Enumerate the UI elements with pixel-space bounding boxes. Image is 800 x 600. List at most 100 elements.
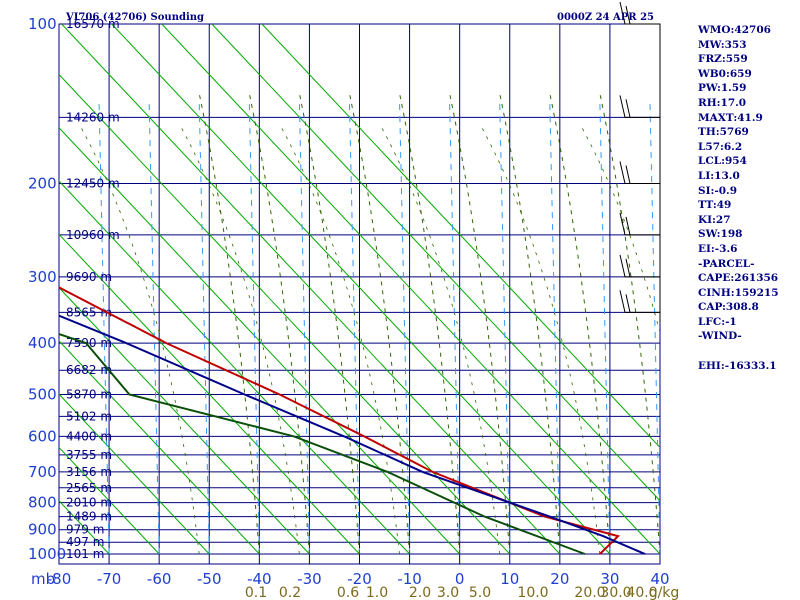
isotherm-line — [59, 180, 410, 555]
dry-adiabat-curve — [78, 123, 200, 555]
temp-tick-label: 20 — [550, 570, 569, 588]
dry-adiabat-curve — [579, 123, 660, 335]
stat-line: RH:17.0 — [698, 96, 747, 109]
stat-line: CAP:308.8 — [698, 301, 759, 314]
mixing-ratio-label: 3.0 — [437, 585, 459, 600]
pressure-unit-label: mb — [31, 570, 55, 588]
stat-line: TT:49 — [698, 199, 732, 212]
height-label: 5102 m — [66, 409, 112, 423]
mixing-ratio-label: 0.2 — [279, 585, 301, 600]
temp-tick-label: -70 — [97, 570, 122, 588]
height-label: 2565 m — [66, 481, 112, 495]
mixing-ratio-line — [649, 103, 660, 555]
stat-line: LI:13.0 — [698, 169, 740, 182]
height-label: 3755 m — [66, 448, 112, 462]
height-label: 9690 m — [66, 270, 112, 284]
height-label: 5870 m — [66, 387, 112, 401]
dry-adiabat-curve — [178, 123, 300, 555]
height-label: 4400 m — [66, 429, 112, 443]
temp-tick-label: -30 — [297, 570, 322, 588]
stat-line: SW:198 — [698, 228, 743, 241]
isotherm-line — [59, 127, 461, 555]
pressure-tick-label: 700 — [28, 463, 57, 481]
height-label: 3156 m — [66, 465, 112, 479]
stat-line: SI:-0.9 — [698, 184, 737, 197]
temperature-tick-labels: -80 -70 -60 -50 -40 -30 -20 -10 0 10 20 30 40 — [47, 570, 670, 588]
stat-line — [698, 344, 800, 359]
isotherm-line — [261, 24, 660, 449]
temp-tick-label: 40 — [650, 570, 669, 588]
stat-line: LFC:-1 — [698, 315, 737, 328]
isotherm-line — [59, 73, 511, 555]
mixing-ratio-label: 20.0 — [574, 585, 605, 600]
moist-adiabat — [549, 93, 611, 555]
height-label: 12450 m — [66, 177, 120, 191]
stat-line: EI:-3.6 — [698, 242, 738, 255]
wind-barb-feather — [625, 5, 631, 25]
temp-tick-label: 0 — [455, 570, 465, 588]
stat-line: MAXT:41.9 — [698, 111, 763, 124]
height-label: 2010 m — [66, 496, 112, 510]
mixing-ratio-lines — [98, 103, 660, 555]
pressure-tick-label: 400 — [28, 334, 57, 352]
mixing-ratio-line — [198, 103, 210, 555]
dry-adiabat-curve — [279, 123, 400, 555]
pressure-tick-label: 600 — [28, 427, 57, 445]
isotherm-line — [0, 24, 9, 554]
moist-adiabat — [599, 93, 660, 555]
mixing-ratio-label: 5.0 — [469, 585, 491, 600]
wind-barb-feather — [625, 294, 631, 313]
dry-adiabat-curve — [479, 123, 601, 555]
wind-barb-feather — [619, 254, 626, 277]
height-label: 6682 m — [66, 363, 112, 377]
temp-tick-label: -60 — [147, 570, 172, 588]
wind-barb-feather — [625, 165, 631, 184]
dry-adiabat-curve — [379, 123, 501, 555]
height-label: 16570 m — [66, 17, 120, 31]
temperature-gridlines — [58, 24, 661, 564]
wind-barb-feather — [619, 1, 626, 25]
mixing-ratio-line — [549, 103, 561, 555]
temp-tick-label: -50 — [197, 570, 222, 588]
pressure-tick-label: 100 — [28, 15, 57, 33]
moist-adiabat — [248, 93, 310, 555]
moist-adiabat — [399, 93, 461, 555]
mixing-ratio-line — [449, 103, 461, 555]
wind-barb-feather — [625, 216, 631, 236]
stat-line: MW:353 — [698, 38, 747, 51]
isotherm-line — [61, 24, 561, 555]
isotherm-line — [161, 24, 660, 555]
mixing-ratio-labels: 0.1 0.2 0.6 1.0 2.0 3.0 5.0 10.0 20.030.040.0g/k… — [245, 585, 679, 600]
wind-barb-feather — [619, 212, 626, 236]
mixing-ratio-label: 30.0 — [600, 585, 631, 600]
mixing-ratio-line — [248, 103, 260, 555]
isotherm-line — [59, 393, 210, 555]
wind-barb-feather — [625, 258, 631, 277]
pressure-tick-label: 1000 — [28, 545, 66, 563]
mixing-ratio-line — [98, 103, 110, 555]
profile-lines — [59, 286, 646, 555]
mixing-ratio-line — [599, 103, 611, 555]
height-label: 979 m — [66, 523, 104, 537]
stat-line: L57:6.2 — [698, 140, 743, 153]
stat-line: LCL:954 — [698, 155, 747, 168]
moist-adiabat — [299, 93, 360, 555]
pressure-tick-label: 900 — [28, 521, 57, 539]
wind-barb-feather — [619, 161, 626, 184]
mixing-ratio-line — [499, 103, 511, 555]
mixing-ratio-label: 0.6 — [337, 585, 359, 600]
mixing-ratio-label: 1.0 — [366, 585, 388, 600]
height-label: 497 m — [66, 535, 104, 549]
temp-tick-label: -80 — [47, 570, 72, 588]
stat-line: KI:27 — [698, 213, 731, 226]
chart-date: 0000Z 24 APR 25 — [557, 12, 654, 23]
mixing-ratio-line — [349, 103, 360, 555]
temp-tick-label: 10 — [500, 570, 519, 588]
stats-panel: WMO:42706 MW:353 FRZ:559 WB0:659 PW:1.59 RH:1… — [698, 23, 800, 373]
pressure-tick-label: 500 — [28, 385, 57, 403]
dry-adiabats — [78, 123, 660, 555]
pressure-tick-label: 300 — [28, 268, 57, 286]
stat-line: EHI:-16333.1 — [698, 359, 777, 372]
